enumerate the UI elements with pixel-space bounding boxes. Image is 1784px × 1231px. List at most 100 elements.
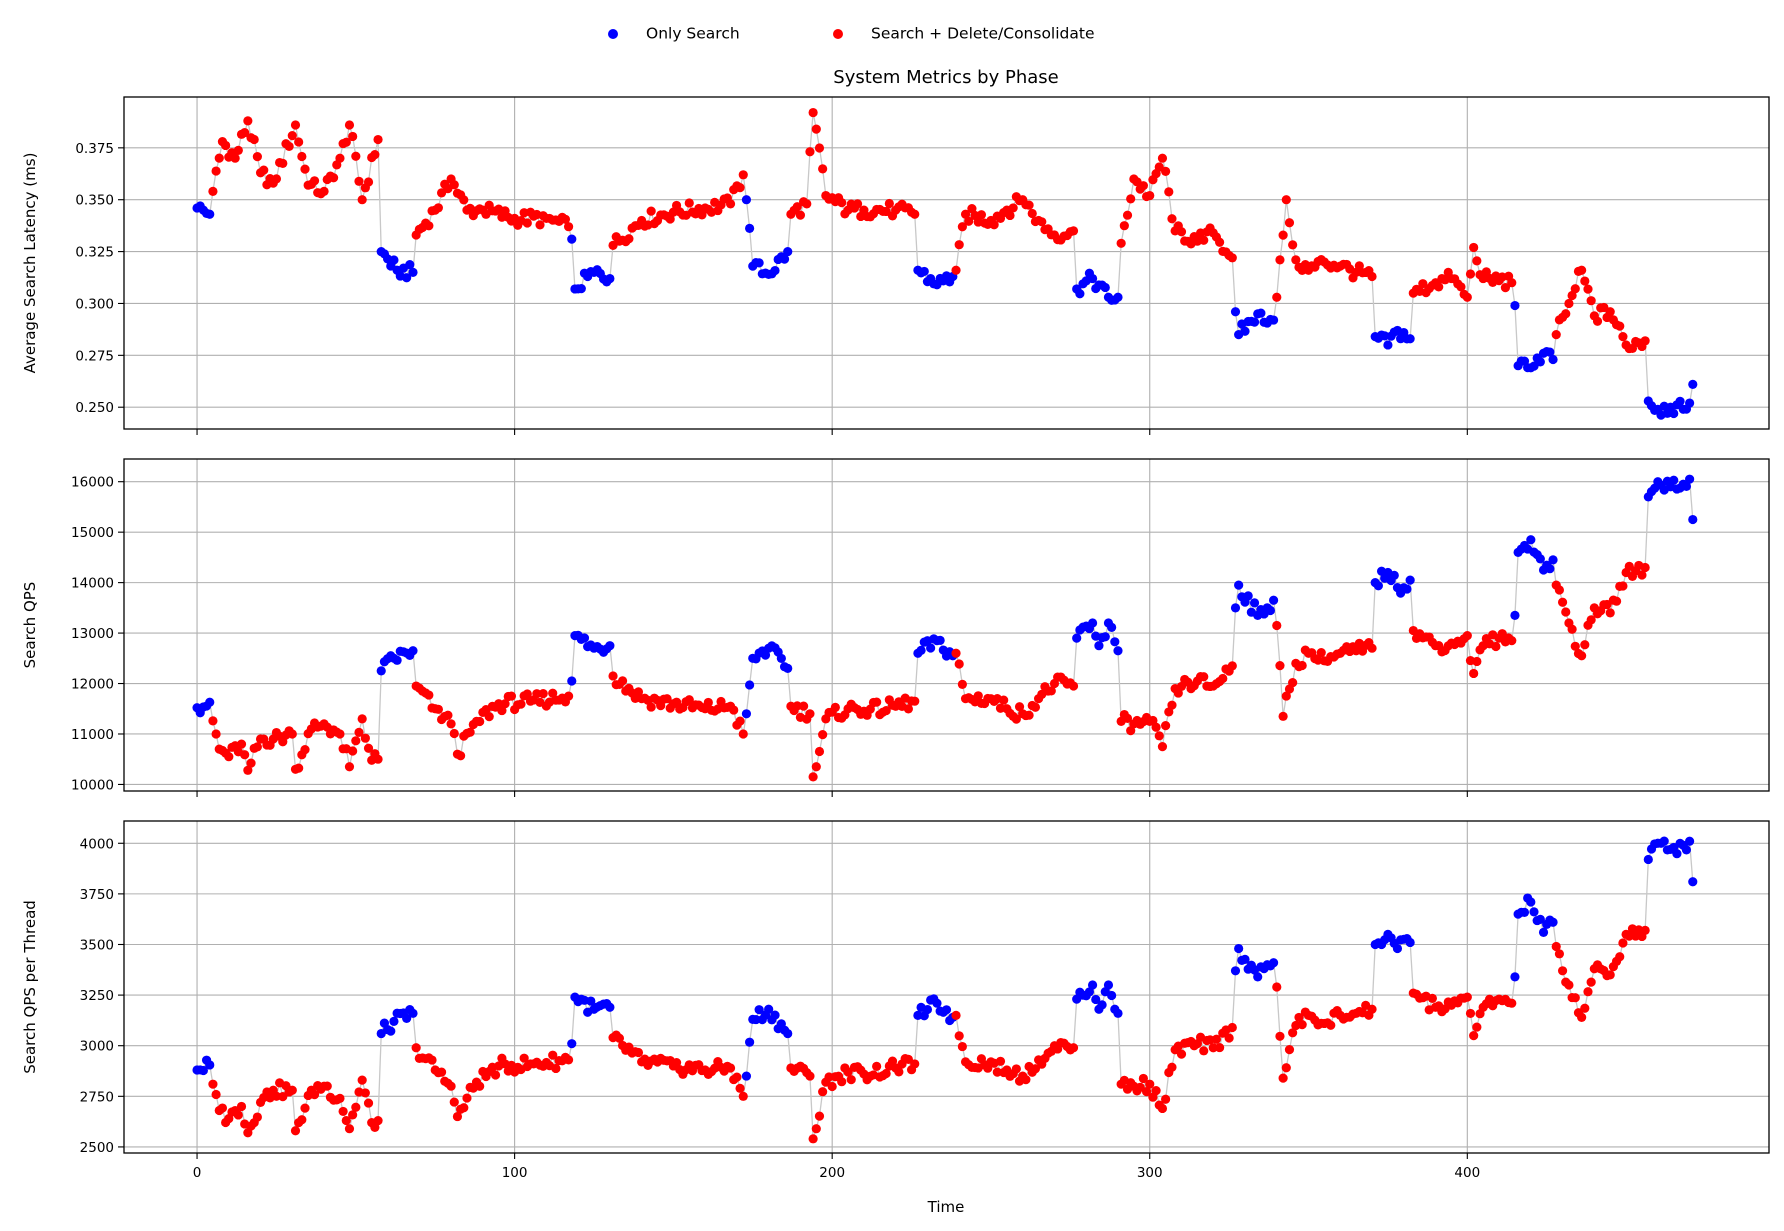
data-point: [1316, 648, 1326, 658]
data-point: [1167, 700, 1177, 710]
data-point: [1297, 660, 1307, 671]
data-point: [954, 659, 964, 669]
gridlines: [124, 459, 1769, 791]
data-point: [236, 1101, 247, 1112]
data-point: [449, 728, 459, 739]
data-point: [808, 1134, 818, 1144]
data-point: [1507, 278, 1517, 288]
data-point: [1567, 624, 1577, 634]
data-point: [697, 210, 707, 220]
data-point: [1392, 943, 1403, 954]
data-point: [1472, 656, 1482, 667]
data-point: [424, 690, 434, 700]
y-axis-label: Average Search Latency (ms): [21, 153, 39, 374]
y-tick-label: 4000: [80, 836, 114, 852]
data-point: [1138, 181, 1148, 191]
data-point: [827, 1081, 837, 1092]
data-point: [484, 712, 494, 722]
data-point: [1469, 668, 1479, 679]
data-point: [240, 750, 250, 760]
data-point: [475, 1081, 485, 1091]
data-point: [814, 143, 825, 153]
data-point: [1037, 217, 1047, 227]
data-point: [230, 153, 240, 163]
data-point: [783, 246, 793, 257]
data-point: [745, 680, 755, 690]
data-point: [579, 633, 590, 643]
data-point: [309, 176, 320, 186]
data-point: [811, 762, 821, 772]
data-point: [449, 180, 459, 190]
data-point: [1030, 1064, 1041, 1074]
data-point: [1577, 651, 1587, 661]
data-layer: [192, 836, 1698, 1144]
data-point: [236, 739, 247, 749]
data-point: [1272, 292, 1282, 302]
data-point: [538, 689, 548, 699]
panel-qps: 10000 11000 12000 13000 14000 15000 16000 Searc…: [21, 458, 1770, 797]
data-point: [684, 198, 694, 208]
data-point: [1230, 307, 1241, 317]
data-point: [449, 1097, 459, 1107]
data-point: [386, 1026, 396, 1036]
y-tick-label: 11000: [71, 727, 114, 743]
data-point: [1427, 993, 1437, 1003]
plot-frame: [123, 96, 1770, 430]
data-point: [932, 998, 942, 1008]
data-point: [1107, 990, 1117, 1001]
data-point: [389, 255, 399, 265]
data-point: [1418, 279, 1428, 289]
data-point: [1094, 641, 1104, 651]
data-point: [335, 1093, 345, 1103]
data-point: [671, 697, 682, 707]
data-point: [1014, 702, 1025, 712]
data-point: [335, 153, 345, 163]
data-point: [1548, 555, 1558, 565]
data-point: [405, 260, 415, 270]
data-point: [665, 214, 675, 224]
data-point: [808, 107, 818, 118]
data-point: [884, 198, 894, 209]
data-point: [1640, 562, 1650, 573]
data-point: [402, 273, 412, 283]
data-point: [357, 1075, 367, 1085]
data-point: [1278, 230, 1288, 240]
data-point: [1249, 598, 1260, 608]
data-point: [290, 120, 301, 130]
data-point: [1583, 284, 1593, 294]
data-point: [1161, 721, 1171, 731]
data-point: [1510, 300, 1520, 311]
data-point: [1281, 195, 1291, 205]
data-point: [1640, 336, 1650, 346]
data-point: [297, 1115, 307, 1125]
x-tick-label: 0: [193, 1165, 202, 1181]
data-point: [1243, 591, 1253, 601]
data-point: [1570, 284, 1580, 294]
data-point: [1526, 897, 1536, 907]
data-point: [214, 153, 224, 163]
data-point: [1554, 949, 1565, 959]
data-point: [300, 745, 310, 755]
data-point: [1685, 474, 1695, 484]
data-point: [1551, 329, 1561, 340]
data-point: [741, 709, 752, 719]
y-axis-label: Search QPS: [21, 582, 39, 669]
data-point: [1100, 632, 1110, 642]
panel-latency: 0.250 0.275 0.300 0.325 0.350 0.375 Average Se…: [21, 96, 1770, 435]
data-point: [294, 763, 304, 773]
y-tick-label: 0.375: [75, 141, 114, 157]
data-point: [1548, 354, 1558, 365]
y-tick-label: 15000: [71, 525, 114, 541]
plot-frame: [123, 820, 1770, 1154]
data-point: [922, 1004, 933, 1015]
data-point: [1272, 982, 1282, 992]
data-point: [745, 1037, 755, 1047]
data-point: [1164, 187, 1174, 197]
data-point: [1577, 1012, 1587, 1022]
data-point: [1367, 271, 1377, 282]
data-point: [1383, 340, 1393, 350]
data-point: [494, 699, 504, 709]
data-point: [973, 691, 983, 701]
data-point: [1577, 265, 1587, 275]
